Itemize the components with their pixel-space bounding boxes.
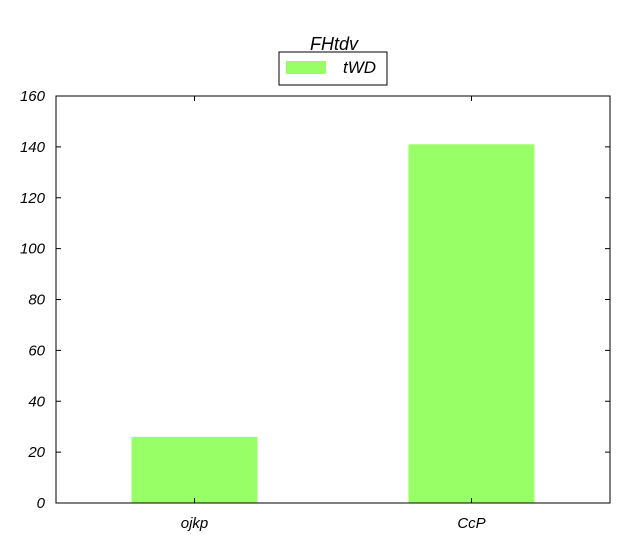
chart-title: FHtdv: [310, 34, 359, 54]
y-tick-label: 0: [37, 495, 46, 512]
legend-swatch-twd: [286, 61, 326, 74]
y-axis-ticks: 0 20 40 60 80 100 120 140 160: [20, 88, 610, 512]
y-tick-label: 20: [27, 444, 45, 461]
bar-ccp: [408, 144, 535, 504]
y-tick-label: 60: [28, 342, 45, 359]
x-tick-label: ojkp: [181, 515, 209, 532]
y-tick-label: 140: [20, 139, 46, 156]
plot-frame: [55, 95, 611, 504]
y-tick-label: 40: [28, 393, 45, 410]
y-tick-label: 80: [28, 292, 45, 309]
y-tick-label: 160: [20, 88, 46, 105]
legend: tWD: [278, 51, 388, 86]
y-tick-label: 100: [20, 241, 46, 258]
bar-ojkp: [131, 436, 258, 503]
legend-label-twd: tWD: [343, 58, 376, 77]
y-tick-label: 120: [20, 190, 46, 207]
x-tick-label: CcP: [457, 515, 485, 532]
bars: [131, 144, 535, 504]
x-axis-ticks: ojkp CcP: [181, 96, 486, 532]
